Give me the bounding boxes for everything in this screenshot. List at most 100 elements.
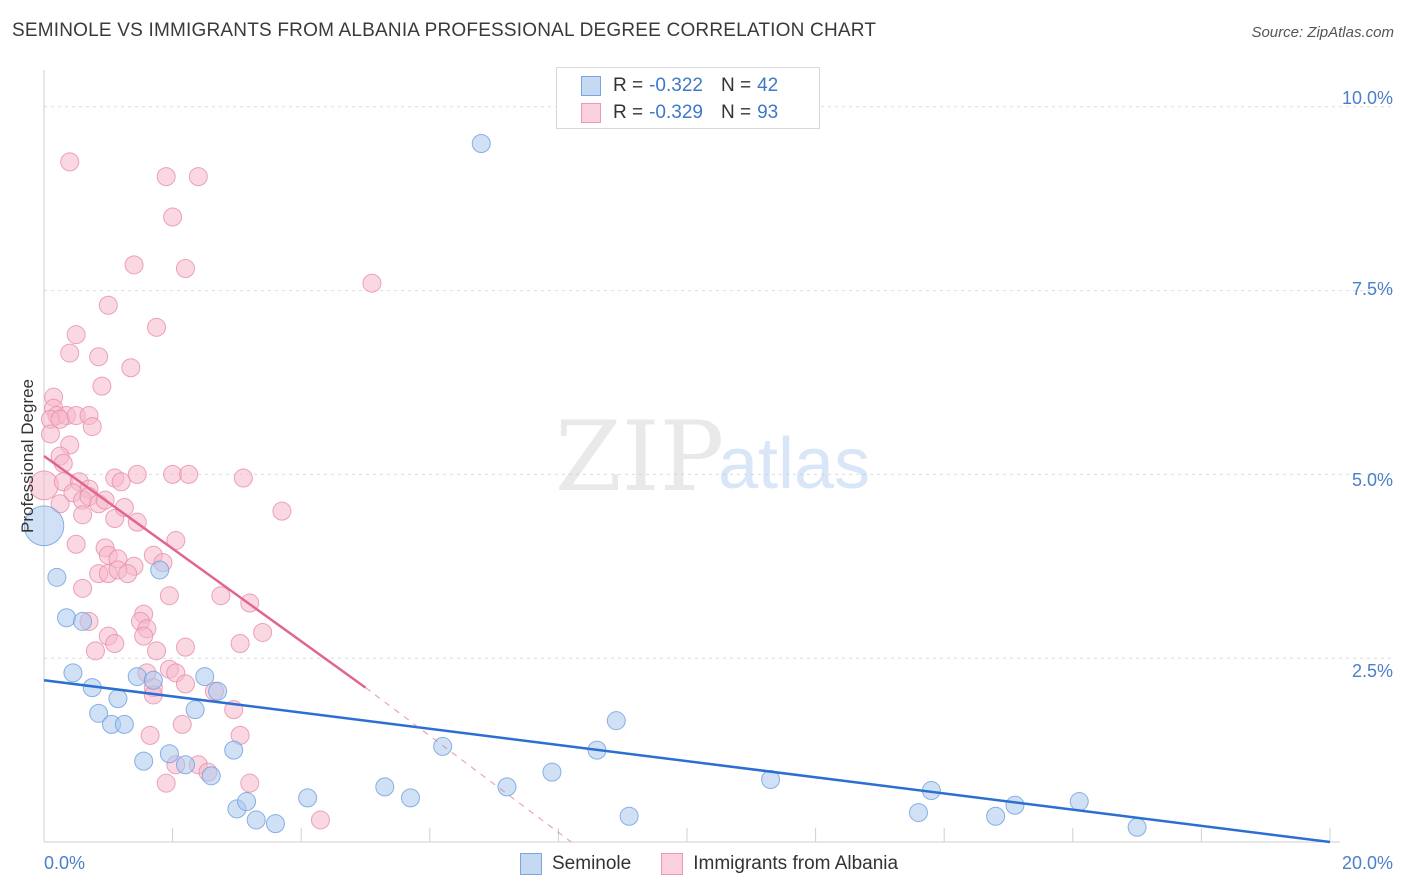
- seminole-point: [1069, 792, 1089, 812]
- seminole-point: [606, 711, 626, 731]
- seminole-point: [159, 744, 179, 764]
- seminole-point: [237, 792, 257, 812]
- albania-point: [272, 501, 292, 521]
- albania-point: [230, 633, 250, 653]
- albania-trend-line: [43, 454, 367, 689]
- trend-lines: [43, 454, 1331, 844]
- seminole-points: [23, 134, 1147, 837]
- albania-point: [50, 494, 70, 514]
- albania-point: [175, 674, 195, 694]
- albania-legend-swatch: [661, 853, 684, 875]
- albania-point: [73, 578, 93, 598]
- seminole-point: [208, 681, 228, 701]
- albania-point: [179, 464, 199, 484]
- seminole-point: [185, 700, 205, 720]
- seminole-point: [89, 703, 109, 723]
- x-ticks: [43, 828, 1331, 842]
- x-tick-label-min: 0.0%: [44, 853, 85, 873]
- y-tick-label: 5.0%: [1352, 470, 1393, 490]
- albania-point: [98, 295, 118, 315]
- albania-trend-extension: [365, 687, 572, 843]
- albania-point: [118, 564, 138, 584]
- albania-point: [175, 259, 195, 279]
- albania-point: [147, 317, 167, 337]
- albania-point: [92, 376, 112, 396]
- grid: [44, 106, 1392, 659]
- r-label: R =: [613, 75, 644, 96]
- albania-point: [147, 641, 167, 661]
- albania-point: [111, 472, 131, 492]
- seminole-point: [298, 788, 318, 808]
- albania-point: [124, 255, 144, 275]
- watermark-atlas: atlas: [718, 424, 870, 504]
- y-axis-label: Professional Degree: [18, 379, 37, 533]
- seminole-point: [127, 667, 147, 687]
- seminole-point: [401, 788, 421, 808]
- chart-title: SEMINOLE VS IMMIGRANTS FROM ALBANIA PROF…: [12, 20, 877, 41]
- albania-point: [60, 152, 80, 172]
- seminole-point: [23, 505, 65, 547]
- seminole-point: [1127, 817, 1147, 837]
- seminole-legend-label: Seminole: [552, 853, 632, 874]
- albania-n-value: 93: [757, 102, 779, 123]
- seminole-point: [1005, 795, 1025, 815]
- series-legend: Seminole Immigrants from Albania: [520, 852, 928, 876]
- seminole-point: [986, 806, 1006, 826]
- legend-item-albania[interactable]: Immigrants from Albania: [661, 853, 898, 875]
- x-tick-label-max: 20.0%: [1342, 853, 1393, 873]
- albania-point: [159, 586, 179, 606]
- seminole-point: [63, 663, 83, 683]
- albania-point: [66, 325, 86, 345]
- albania-point: [163, 207, 183, 227]
- albania-point: [89, 347, 109, 367]
- albania-point: [140, 725, 160, 745]
- albania-point: [156, 773, 176, 793]
- seminole-point: [375, 777, 395, 797]
- seminole-point: [908, 803, 928, 823]
- albania-points: [29, 152, 382, 830]
- albania-point: [362, 273, 382, 293]
- seminole-legend-swatch: [520, 853, 542, 875]
- albania-legend-label: Immigrants from Albania: [693, 853, 899, 874]
- albania-r-value: -0.329: [649, 102, 703, 123]
- seminole-point: [143, 670, 163, 690]
- y-tick-label: 10.0%: [1342, 88, 1393, 108]
- y-tick-labels: 10.0% 7.5% 5.0% 2.5%: [1342, 88, 1393, 681]
- seminole-swatch: [581, 76, 601, 96]
- watermark-zip: ZIP: [555, 401, 724, 513]
- legend-row-albania: R = -0.329 N = 93: [581, 101, 778, 125]
- seminole-point: [224, 740, 244, 760]
- albania-point: [60, 343, 80, 363]
- albania-point: [40, 424, 60, 444]
- albania-point: [73, 505, 93, 525]
- legend-row-seminole: R = -0.322 N = 42: [581, 74, 778, 98]
- albania-point: [85, 641, 105, 661]
- seminole-point: [619, 806, 639, 826]
- watermark: ZIP atlas: [555, 401, 870, 513]
- n-label: N =: [720, 102, 752, 123]
- seminole-point: [73, 611, 93, 631]
- albania-point: [105, 633, 125, 653]
- albania-point: [127, 464, 147, 484]
- seminole-point: [108, 689, 128, 709]
- albania-point: [175, 637, 195, 657]
- seminole-trend-line: [43, 679, 1331, 844]
- seminole-point: [114, 714, 134, 734]
- source-label: Source: ZipAtlas.com: [1251, 24, 1394, 41]
- seminole-point: [542, 762, 562, 782]
- seminole-point: [195, 667, 215, 687]
- albania-point: [233, 468, 253, 488]
- albania-point: [188, 167, 208, 187]
- albania-point: [172, 714, 192, 734]
- albania-swatch: [581, 103, 601, 123]
- seminole-point: [201, 766, 221, 786]
- seminole-r-value: -0.322: [649, 75, 703, 96]
- legend-item-seminole[interactable]: Seminole: [520, 853, 631, 875]
- albania-point: [211, 586, 231, 606]
- seminole-point: [134, 751, 154, 771]
- albania-point: [82, 417, 102, 437]
- albania-point: [121, 358, 141, 378]
- albania-point: [253, 622, 273, 642]
- n-label: N =: [720, 75, 752, 96]
